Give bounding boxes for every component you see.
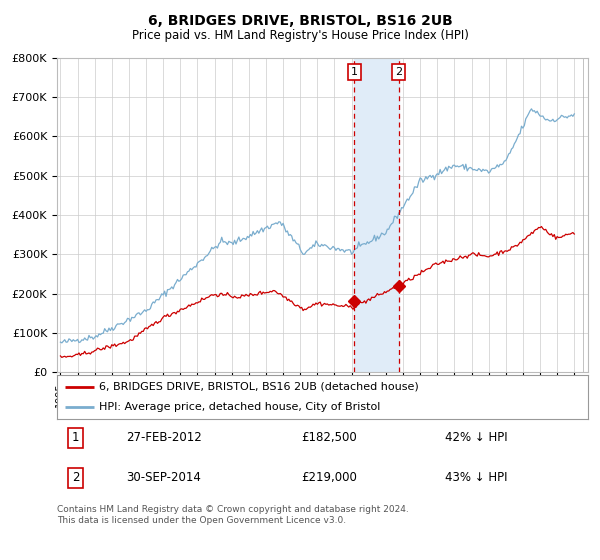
Text: £182,500: £182,500 <box>301 431 357 444</box>
Text: 27-FEB-2012: 27-FEB-2012 <box>126 431 202 444</box>
Text: 1: 1 <box>72 431 79 444</box>
Bar <box>355 58 399 372</box>
Text: Contains HM Land Registry data © Crown copyright and database right 2024.
This d: Contains HM Land Registry data © Crown c… <box>57 505 409 525</box>
Text: 43% ↓ HPI: 43% ↓ HPI <box>445 471 507 484</box>
Text: 6, BRIDGES DRIVE, BRISTOL, BS16 2UB: 6, BRIDGES DRIVE, BRISTOL, BS16 2UB <box>148 14 452 28</box>
Text: 2: 2 <box>72 471 79 484</box>
Text: 1: 1 <box>351 67 358 77</box>
Text: 30-SEP-2014: 30-SEP-2014 <box>126 471 201 484</box>
Text: Price paid vs. HM Land Registry's House Price Index (HPI): Price paid vs. HM Land Registry's House … <box>131 29 469 42</box>
Text: 6, BRIDGES DRIVE, BRISTOL, BS16 2UB (detached house): 6, BRIDGES DRIVE, BRISTOL, BS16 2UB (det… <box>100 382 419 392</box>
Text: 42% ↓ HPI: 42% ↓ HPI <box>445 431 507 444</box>
Text: £219,000: £219,000 <box>301 471 357 484</box>
Text: HPI: Average price, detached house, City of Bristol: HPI: Average price, detached house, City… <box>100 402 381 412</box>
Text: 2: 2 <box>395 67 402 77</box>
